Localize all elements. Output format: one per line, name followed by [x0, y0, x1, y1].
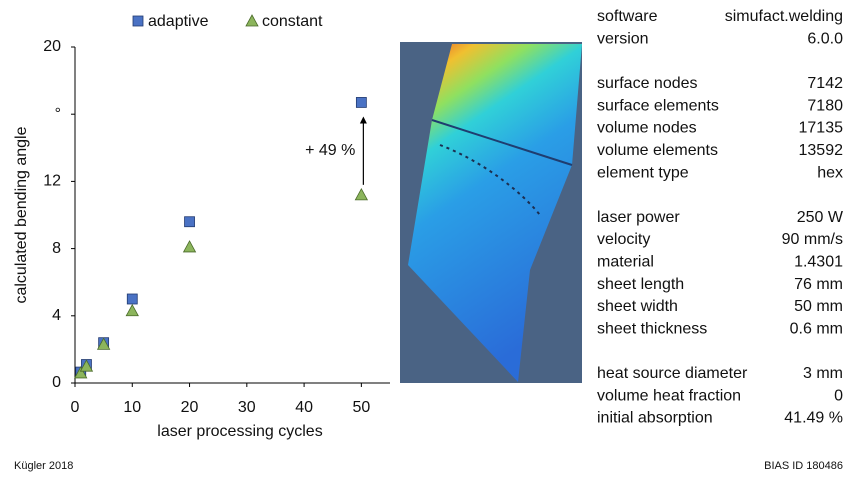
data-point	[185, 217, 195, 227]
figure: laser processing cycles calculated bendi…	[0, 0, 845, 477]
param-label: version	[597, 31, 649, 48]
param-value: 250 W	[797, 209, 844, 226]
param-label: software	[597, 8, 658, 25]
param-value: 50 mm	[794, 298, 843, 315]
simulation-image	[400, 42, 582, 383]
y-tick-label: 0	[52, 374, 61, 391]
param-value: hex	[817, 164, 843, 181]
param-value: 0	[834, 387, 843, 404]
param-value: 76 mm	[794, 276, 843, 293]
param-label: heat source diameter	[597, 365, 748, 382]
param-value: 7142	[807, 75, 843, 92]
y-tick-label: °	[55, 105, 61, 122]
legend-marker	[133, 16, 143, 26]
param-label: material	[597, 254, 654, 271]
param-label: element type	[597, 164, 689, 181]
param-label: volume heat fraction	[597, 387, 741, 404]
param-value: 3 mm	[803, 365, 843, 382]
legend-label: constant	[262, 13, 323, 30]
x-tick-label: 40	[295, 399, 313, 416]
legend-label: adaptive	[148, 13, 209, 30]
footer-left: Kügler 2018	[14, 460, 73, 472]
param-label: initial absorption	[597, 410, 713, 427]
legend-marker	[246, 15, 258, 26]
param-label: volume elements	[597, 142, 718, 159]
x-tick-label: 30	[238, 399, 256, 416]
data-point	[126, 305, 138, 316]
annotation-arrowhead	[360, 116, 367, 123]
param-label: surface nodes	[597, 75, 698, 92]
param-value: 1.4301	[794, 254, 843, 271]
param-value: 17135	[799, 120, 844, 137]
param-value: 7180	[807, 97, 843, 114]
y-tick-label: 4	[52, 307, 61, 324]
param-value: 41.49 %	[784, 410, 843, 427]
param-label: sheet length	[597, 276, 684, 293]
data-point	[356, 97, 366, 107]
param-value: 0.6 mm	[790, 320, 843, 337]
x-axis-label: laser processing cycles	[157, 423, 322, 440]
y-axis-label: calculated bending angle	[13, 126, 30, 303]
annotation: + 49 %	[305, 142, 355, 159]
param-label: volume nodes	[597, 120, 697, 137]
param-value: simufact.welding	[725, 8, 843, 25]
x-tick-label: 50	[352, 399, 370, 416]
x-tick-label: 0	[71, 399, 80, 416]
data-point	[355, 189, 367, 200]
footer-right: BIAS ID 180486	[764, 460, 843, 472]
y-tick-label: 8	[52, 240, 61, 257]
y-tick-label: 12	[43, 173, 61, 190]
param-value: 13592	[799, 142, 844, 159]
param-value: 6.0.0	[807, 31, 843, 48]
param-value: 90 mm/s	[782, 231, 843, 248]
slide: laser processing cycles calculated bendi…	[0, 0, 845, 477]
x-tick-label: 20	[181, 399, 199, 416]
data-point	[127, 294, 137, 304]
param-label: sheet thickness	[597, 320, 707, 337]
param-label: velocity	[597, 231, 650, 248]
x-tick-label: 10	[123, 399, 141, 416]
y-tick-label: 20	[43, 38, 61, 55]
param-label: laser power	[597, 209, 680, 226]
data-point	[184, 241, 196, 252]
param-label: sheet width	[597, 298, 678, 315]
param-label: surface elements	[597, 97, 719, 114]
